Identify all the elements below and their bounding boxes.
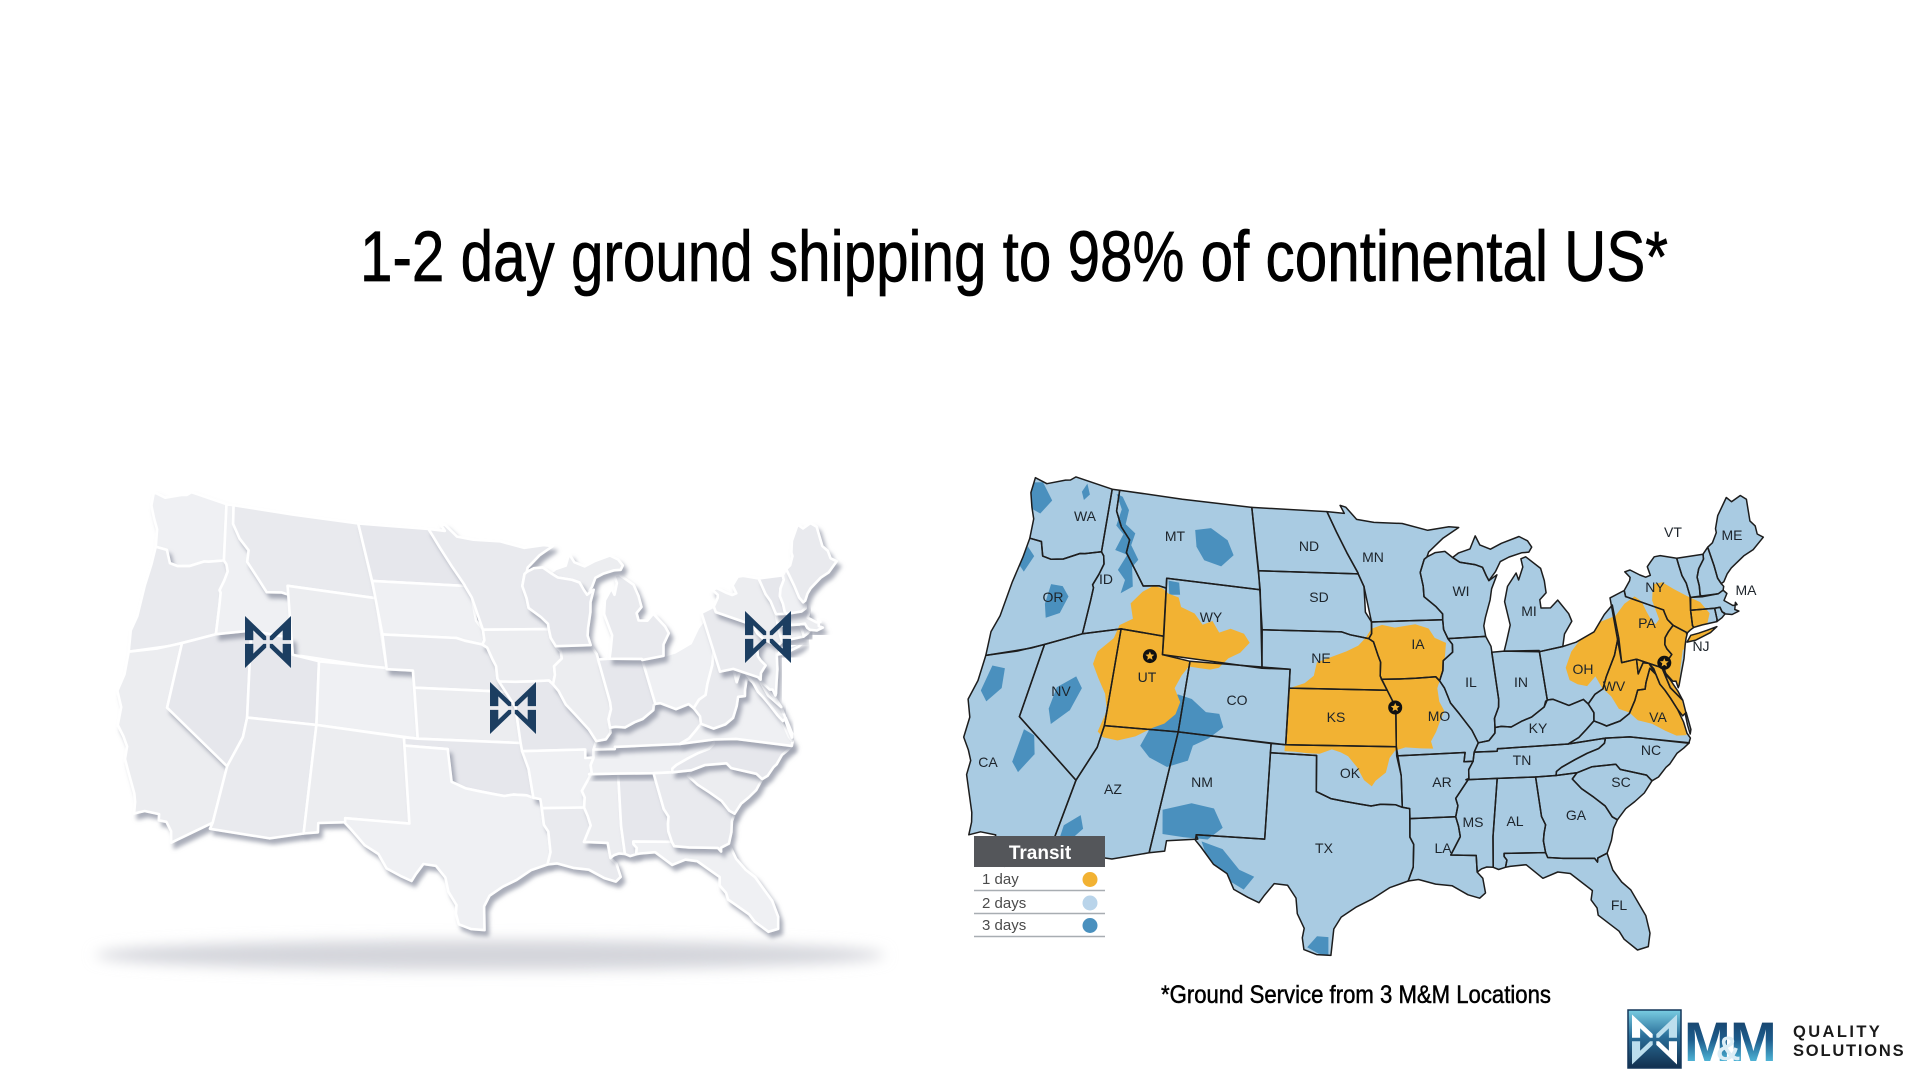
svg-text:IA: IA [1411,636,1425,652]
svg-text:WA: WA [1074,508,1097,524]
svg-text:Transit: Transit [1009,843,1072,864]
svg-text:MT: MT [1165,528,1186,544]
svg-text:VT: VT [1664,524,1682,540]
svg-text:M: M [1684,1010,1727,1073]
svg-text:3 days: 3 days [982,917,1026,934]
svg-text:NE: NE [1311,650,1330,666]
svg-text:NV: NV [1051,683,1071,699]
svg-text:WV: WV [1603,678,1626,694]
svg-text:2 days: 2 days [982,895,1026,912]
svg-text:IL: IL [1465,674,1477,690]
svg-text:1-2 day ground shipping to 98%: 1-2 day ground shipping to 98% of contin… [360,218,1668,297]
svg-text:MN: MN [1362,549,1384,565]
svg-text:QUALITY: QUALITY [1793,1023,1882,1041]
svg-text:1 day: 1 day [982,871,1019,888]
svg-text:SD: SD [1309,589,1328,605]
svg-text:NY: NY [1645,579,1665,595]
svg-text:MO: MO [1428,708,1451,724]
svg-text:CO: CO [1227,692,1248,708]
svg-text:CA: CA [978,754,998,770]
svg-text:&: & [1716,1030,1741,1068]
svg-text:MI: MI [1521,603,1537,619]
svg-text:NJ: NJ [1692,638,1709,654]
svg-text:ID: ID [1099,571,1113,587]
svg-text:VA: VA [1649,709,1667,725]
svg-text:KY: KY [1529,720,1548,736]
svg-text:WI: WI [1452,583,1469,599]
svg-text:NC: NC [1641,742,1661,758]
svg-text:WY: WY [1200,609,1223,625]
svg-text:FL: FL [1611,897,1628,913]
svg-text:ND: ND [1299,538,1319,554]
svg-text:OR: OR [1043,589,1064,605]
svg-text:OH: OH [1573,661,1594,677]
svg-text:M: M [1730,1010,1777,1073]
svg-text:TX: TX [1315,840,1334,856]
svg-text:SOLUTIONS: SOLUTIONS [1793,1042,1905,1060]
svg-text:LA: LA [1434,840,1452,856]
svg-text:GA: GA [1566,807,1587,823]
svg-text:PA: PA [1638,615,1656,631]
svg-text:ME: ME [1722,527,1743,543]
svg-text:TN: TN [1513,752,1532,768]
svg-text:MS: MS [1463,814,1484,830]
svg-text:*Ground Service from 3 M&M Loc: *Ground Service from 3 M&M Locations [1161,981,1551,1009]
svg-text:AZ: AZ [1104,781,1122,797]
svg-text:SC: SC [1611,774,1630,790]
svg-text:UT: UT [1138,669,1157,685]
svg-text:IN: IN [1514,674,1528,690]
svg-text:MA: MA [1736,582,1758,598]
svg-text:OK: OK [1340,765,1361,781]
svg-text:NM: NM [1191,774,1213,790]
svg-text:KS: KS [1327,709,1346,725]
svg-text:AR: AR [1432,774,1451,790]
svg-text:AL: AL [1506,813,1523,829]
